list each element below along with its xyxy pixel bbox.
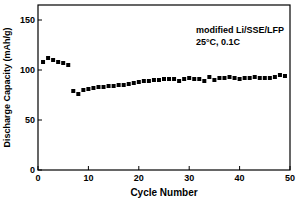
- x-tick-label: 40: [235, 173, 245, 183]
- point: [238, 77, 242, 81]
- point: [107, 84, 111, 88]
- point: [207, 75, 211, 79]
- point: [86, 87, 90, 91]
- point: [157, 78, 161, 82]
- y-tick-label: 50: [25, 115, 35, 125]
- point: [96, 85, 100, 89]
- x-tick: [189, 166, 190, 170]
- point: [117, 83, 121, 87]
- point: [91, 86, 95, 90]
- x-tick-label: 50: [285, 173, 295, 183]
- y-tick-label: 150: [20, 15, 35, 25]
- point: [278, 73, 282, 77]
- x-tick-label: 30: [184, 173, 194, 183]
- annotation: modified Li/SSE/LFP: [196, 25, 284, 35]
- x-tick: [239, 166, 240, 170]
- point: [71, 89, 75, 93]
- point: [192, 77, 196, 81]
- point: [177, 79, 181, 83]
- point: [253, 75, 257, 79]
- point: [46, 56, 50, 60]
- y-tick-label: 100: [20, 65, 35, 75]
- point: [81, 88, 85, 92]
- y-axis-label: Discharge Capacity (mAh/g): [2, 27, 12, 147]
- point: [51, 58, 55, 62]
- x-tick-label: 20: [134, 173, 144, 183]
- y-tick-label: 0: [30, 165, 35, 175]
- point: [76, 92, 80, 96]
- plot-frame: [38, 5, 290, 170]
- annotation: 25°C, 0.1C: [196, 37, 241, 47]
- point: [258, 76, 262, 80]
- point: [182, 77, 186, 81]
- point: [283, 74, 287, 78]
- point: [263, 76, 267, 80]
- point: [222, 76, 226, 80]
- point: [152, 78, 156, 82]
- point: [132, 81, 136, 85]
- x-axis-label: Cycle Number: [130, 187, 197, 198]
- point: [112, 84, 116, 88]
- point: [56, 60, 60, 64]
- x-tick-label: 10: [83, 173, 93, 183]
- point: [167, 77, 171, 81]
- x-tick: [138, 166, 139, 170]
- point: [102, 85, 106, 89]
- point: [228, 75, 232, 79]
- point: [147, 79, 151, 83]
- point: [273, 75, 277, 79]
- point: [187, 76, 191, 80]
- point: [172, 77, 176, 81]
- point: [137, 80, 141, 84]
- point: [243, 76, 247, 80]
- point: [127, 82, 131, 86]
- point: [217, 76, 221, 80]
- point: [142, 79, 146, 83]
- point: [162, 77, 166, 81]
- point: [268, 76, 272, 80]
- data-group: [41, 56, 287, 96]
- point: [197, 77, 201, 81]
- series: [41, 56, 287, 96]
- point: [212, 78, 216, 82]
- point: [202, 79, 206, 83]
- point: [61, 61, 65, 65]
- x-tick-label: 0: [35, 173, 40, 183]
- point: [248, 76, 252, 80]
- point: [41, 60, 45, 64]
- x-tick: [88, 166, 89, 170]
- point: [66, 63, 70, 67]
- chart: 0 10 20 30 40 50 0 50 100 150 modified Li/SSE/LFP 2…: [0, 0, 300, 200]
- point: [233, 76, 237, 80]
- point: [122, 83, 126, 87]
